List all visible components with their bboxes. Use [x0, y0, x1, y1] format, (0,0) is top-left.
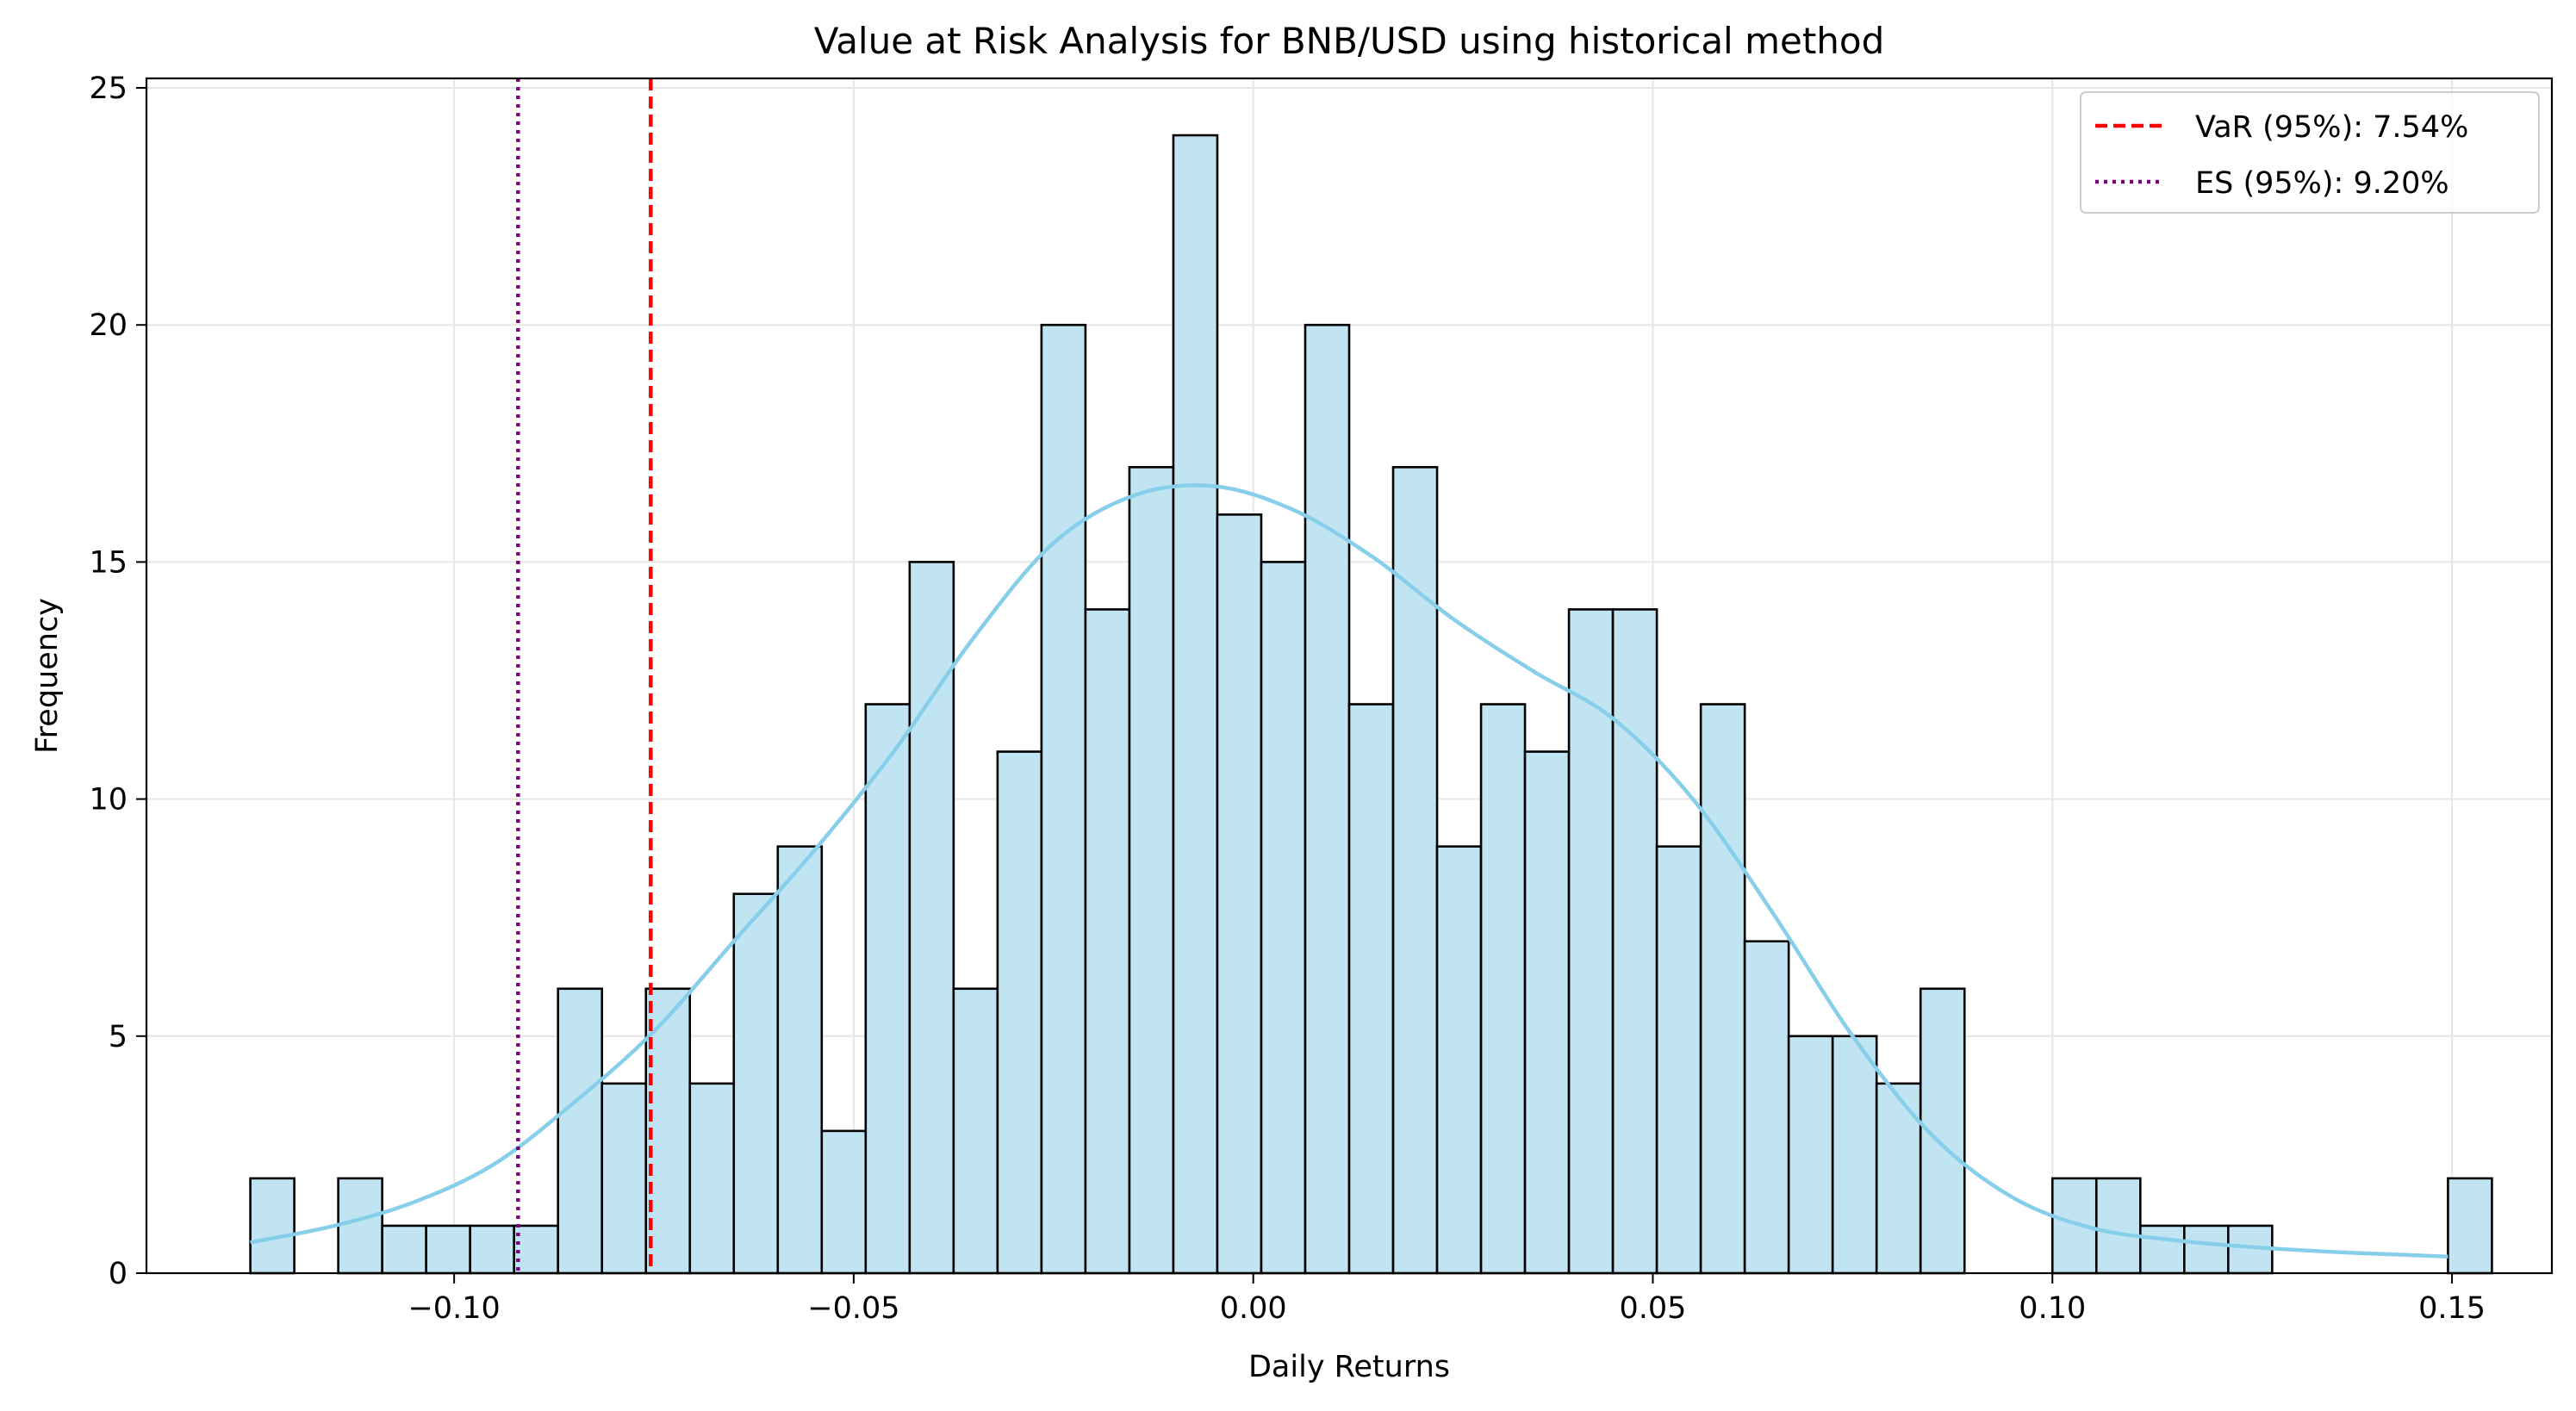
y-tick-label: 0	[109, 1257, 128, 1291]
histogram-bar	[1304, 323, 1351, 1275]
histogram-bar	[1831, 1035, 1878, 1275]
histogram-bar	[1347, 703, 1395, 1275]
legend-box	[2080, 91, 2540, 214]
plot-frame	[145, 77, 2554, 1275]
kde-curve-group	[250, 483, 2448, 1259]
legend-es-label: ES (95%): 9.20%	[2195, 166, 2449, 201]
histogram-bar	[688, 1082, 736, 1275]
histogram-bar	[2183, 1224, 2230, 1275]
legend-var-label: VaR (95%): 7.54%	[2195, 110, 2468, 145]
histogram-bar	[557, 987, 604, 1275]
histogram-bar	[381, 1224, 427, 1275]
kde-curve	[250, 483, 2448, 1259]
histogram-bar	[1040, 323, 1087, 1275]
histogram-bar	[1084, 608, 1131, 1275]
histogram-bar	[1479, 703, 1527, 1275]
histogram-bar	[1655, 845, 1702, 1275]
histogram-bar	[820, 1129, 868, 1275]
histogram-bar	[1787, 1035, 1834, 1275]
histogram-bar	[864, 703, 912, 1275]
histogram-bar	[2138, 1224, 2186, 1275]
histogram-bars	[249, 134, 2493, 1275]
x-tick-label: 0.15	[2418, 1291, 2486, 1326]
y-axis-label: Frequency	[30, 598, 65, 754]
histogram-bar	[1523, 750, 1571, 1275]
x-tick-label: −0.10	[408, 1291, 500, 1326]
histogram-bar	[996, 750, 1043, 1275]
histogram-bar	[249, 1177, 296, 1275]
histogram-bar	[1216, 513, 1263, 1275]
histogram-bar	[1567, 608, 1615, 1275]
histogram-bar	[1611, 608, 1658, 1275]
y-tick-label: 20	[89, 308, 128, 343]
histogram-bar	[952, 987, 999, 1275]
histogram-bar	[732, 892, 780, 1275]
legend: VaR (95%): 7.54% ES (95%): 9.20%	[2080, 91, 2540, 214]
x-tick-label: 0.05	[1620, 1291, 1687, 1326]
x-tick-label: −0.05	[807, 1291, 899, 1326]
y-tick-label: 10	[89, 783, 128, 817]
histogram-bar	[2094, 1177, 2142, 1275]
x-axis-label: Daily Returns	[1248, 1350, 1450, 1384]
x-tick-label: 0.10	[2019, 1291, 2086, 1326]
y-tick-label: 25	[89, 71, 128, 106]
histogram-bar	[1172, 134, 1219, 1275]
histogram-bar	[469, 1224, 515, 1275]
histogram-bar	[908, 561, 955, 1275]
histogram-bar	[776, 845, 824, 1275]
histogram-bar	[2447, 1177, 2493, 1275]
histogram-bar	[425, 1224, 471, 1275]
histogram-bar	[1128, 466, 1175, 1275]
axis-ticks: −0.10 −0.05 0.00 0.05 0.10 0.15 0 5 10 15 20 25	[89, 71, 2486, 1326]
y-tick-label: 5	[109, 1020, 128, 1054]
x-tick-label: 0.00	[1220, 1291, 1287, 1326]
histogram-bar	[1875, 1082, 1922, 1275]
y-tick-label: 15	[89, 545, 128, 580]
histogram-bar	[600, 1082, 648, 1275]
histogram-bar	[1435, 845, 1483, 1275]
histogram-bar	[644, 987, 692, 1275]
chart-title: Value at Risk Analysis for BNB/USD using…	[814, 20, 1885, 62]
histogram-bar	[1699, 703, 1746, 1275]
risk-lines	[516, 78, 653, 1273]
histogram-bar	[1743, 940, 1790, 1275]
histogram-bar	[513, 1224, 560, 1275]
histogram-bar	[1260, 561, 1307, 1275]
histogram-bar	[337, 1177, 383, 1275]
